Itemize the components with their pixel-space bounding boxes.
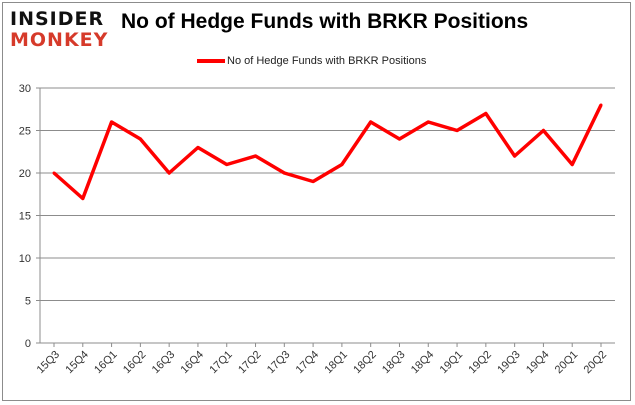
x-tick-label: 15Q4: [63, 349, 91, 377]
x-tick-label: 17Q2: [236, 349, 264, 377]
x-tick-label: 17Q1: [207, 349, 235, 377]
data-point: [52, 171, 56, 175]
series-line: [52, 104, 603, 201]
data-point: [138, 137, 142, 141]
chart-frame: [2, 2, 631, 401]
x-tick-label: 18Q4: [409, 349, 437, 377]
data-point: [541, 129, 545, 132]
y-tick-label: 30: [19, 83, 31, 95]
data-point: [484, 112, 488, 115]
x-tick-label: 20Q1: [553, 349, 581, 377]
y-tick-label: 10: [19, 253, 31, 265]
data-point: [311, 180, 315, 183]
x-tick-label: 16Q1: [92, 349, 120, 377]
legend-swatch: [197, 59, 225, 63]
y-tick-label: 5: [25, 296, 31, 308]
x-tick-label: 20Q2: [582, 349, 610, 377]
legend: No of Hedge Funds with BRKR Positions: [197, 55, 426, 67]
data-point: [599, 103, 603, 107]
data-point: [340, 163, 344, 166]
data-point: [570, 163, 574, 166]
insider-monkey-logo: INSIDER MONKEY: [10, 8, 116, 52]
data-point: [110, 120, 114, 124]
data-point: [513, 154, 517, 158]
y-tick-label: 15: [19, 211, 31, 223]
y-tick-label: 0: [25, 338, 31, 350]
y-tick-label: 20: [19, 168, 31, 180]
data-point: [81, 197, 85, 200]
x-tick-label: 17Q4: [294, 349, 322, 377]
legend-label: No of Hedge Funds with BRKR Positions: [227, 55, 427, 67]
y-tick-label: 25: [19, 126, 31, 138]
x-tick-label: 18Q1: [322, 349, 350, 377]
x-tick-label: 16Q2: [121, 349, 149, 377]
data-point: [455, 129, 459, 132]
logo-line1: INSIDER: [10, 8, 105, 30]
data-point: [167, 171, 171, 175]
x-tick-label: 18Q3: [380, 349, 408, 377]
data-point: [196, 146, 200, 149]
data-point: [254, 154, 258, 158]
x-tick-label: 19Q3: [495, 349, 523, 377]
x-tick-label: 19Q4: [524, 349, 552, 377]
x-tick-label: 16Q4: [179, 349, 207, 377]
data-point: [397, 137, 401, 141]
logo-line2: MONKEY: [10, 29, 109, 51]
data-point: [225, 163, 229, 166]
chart-title: No of Hedge Funds with BRKR Positions: [121, 10, 529, 33]
x-tick-label: 15Q3: [35, 349, 63, 377]
x-tick-label: 18Q2: [351, 349, 379, 377]
x-tick-label: 16Q3: [150, 349, 178, 377]
x-tick-label: 19Q2: [466, 349, 494, 377]
x-tick-label: 17Q3: [265, 349, 293, 377]
x-tick-label: 19Q1: [438, 349, 466, 377]
data-point: [282, 171, 286, 175]
data-point: [369, 120, 373, 124]
data-point: [426, 120, 430, 124]
